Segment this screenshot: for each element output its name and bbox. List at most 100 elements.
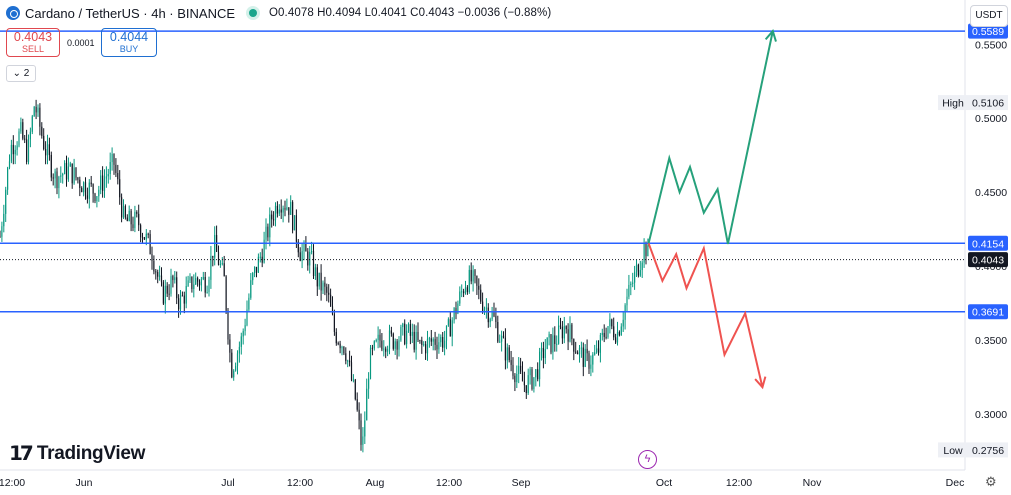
candle-body (440, 337, 442, 343)
candle-body (288, 207, 290, 215)
high-value: 0.5106 (972, 98, 1004, 110)
candle-body (54, 171, 56, 179)
event-bolt-icon[interactable]: ϟ (638, 450, 657, 469)
candle-body (343, 346, 345, 354)
candle-body (100, 175, 102, 190)
symbol-title[interactable]: Cardano / TetherUS · 4h · BINANCE (25, 5, 236, 21)
candle-body (181, 295, 183, 297)
candle-body (472, 270, 474, 282)
currency-select[interactable]: USDT (970, 5, 1008, 27)
candle-body (582, 347, 584, 367)
candle-body (109, 162, 111, 175)
candle-body (94, 193, 96, 202)
low-label-bg (938, 442, 968, 458)
candle-body (567, 329, 569, 342)
candle-body (402, 323, 404, 328)
market-open-indicator (249, 9, 258, 17)
candle-body (26, 139, 28, 162)
candle-body (179, 295, 182, 310)
candle-body (172, 276, 174, 281)
indicators-collapse-button[interactable]: ⌄ 2 (6, 65, 36, 82)
candle-body (252, 272, 254, 281)
tradingview-mark-icon: 𝟭𝟳 (9, 443, 34, 465)
candle-body (143, 237, 145, 240)
candle-body (501, 335, 503, 342)
candle-body (373, 341, 375, 349)
candle-body (103, 178, 106, 191)
candle-body (575, 351, 577, 353)
candle-body (246, 309, 248, 326)
gear-icon[interactable]: ⚙ (985, 474, 997, 489)
candle-body (364, 420, 366, 437)
candle-body (354, 379, 356, 400)
candle-body (463, 291, 465, 294)
candle-body (52, 177, 54, 179)
candle-body (212, 255, 214, 258)
candle-body (349, 360, 351, 363)
candle-body (155, 271, 157, 273)
candle-body (605, 336, 607, 338)
candle-body (83, 182, 85, 193)
candle-body (630, 283, 632, 285)
bearish-projection (647, 242, 764, 388)
candle-body (166, 285, 168, 294)
candle-body (126, 217, 128, 222)
cardano-logo-icon (6, 6, 20, 20)
candle-body (371, 347, 373, 349)
candle-body (208, 279, 210, 293)
candle-body (461, 291, 463, 293)
candle-body (345, 353, 347, 361)
candle-body (580, 347, 582, 349)
candle-body (508, 347, 510, 361)
x-tick-label: 12:00 (726, 477, 752, 489)
candle-body (170, 276, 172, 294)
candle-body (18, 131, 20, 146)
candle-body (227, 310, 229, 340)
candle-body (558, 325, 560, 344)
candle-body (267, 226, 269, 238)
candle-body (527, 375, 529, 393)
candle-body (178, 298, 180, 310)
x-tick-label: 12:00 (287, 477, 313, 489)
candle-body (569, 324, 571, 342)
candle-body (197, 278, 199, 282)
candle-body (601, 332, 603, 335)
candle-body (29, 131, 31, 140)
x-tick-label: Nov (803, 477, 822, 489)
candle-body (360, 420, 362, 445)
candle-body (88, 182, 90, 199)
level-price-tag: 0.3691 (972, 307, 1004, 319)
candle-body (7, 167, 9, 190)
candle-body (248, 297, 250, 310)
candle-body (438, 342, 440, 350)
candle-body (75, 167, 77, 178)
candle-body (618, 331, 620, 336)
buy-button[interactable]: 0.4044 BUY (101, 28, 157, 57)
candle-body (65, 162, 68, 180)
candle-body (293, 215, 296, 231)
candle-body (609, 319, 611, 327)
candle-body (383, 348, 385, 350)
candle-body (430, 338, 432, 342)
candle-body (130, 210, 132, 225)
candle-body (210, 255, 212, 280)
candle-body (286, 207, 288, 210)
candle-body (586, 348, 588, 354)
candle-body (284, 208, 286, 210)
candle-body (16, 145, 18, 150)
bullish-arrowhead (764, 28, 777, 42)
candle-body (14, 149, 16, 155)
candlestick-series (0, 99, 649, 453)
candle-body (282, 208, 284, 213)
candle-body (233, 370, 235, 378)
candle-body (518, 365, 520, 374)
candle-body (314, 267, 316, 276)
candle-body (626, 296, 628, 306)
candle-body (73, 167, 75, 184)
candle-body (489, 319, 491, 323)
candle-body (540, 347, 543, 352)
candle-body (613, 326, 615, 338)
sell-button[interactable]: 0.4043 SELL (6, 28, 60, 57)
candle-body (276, 205, 278, 214)
